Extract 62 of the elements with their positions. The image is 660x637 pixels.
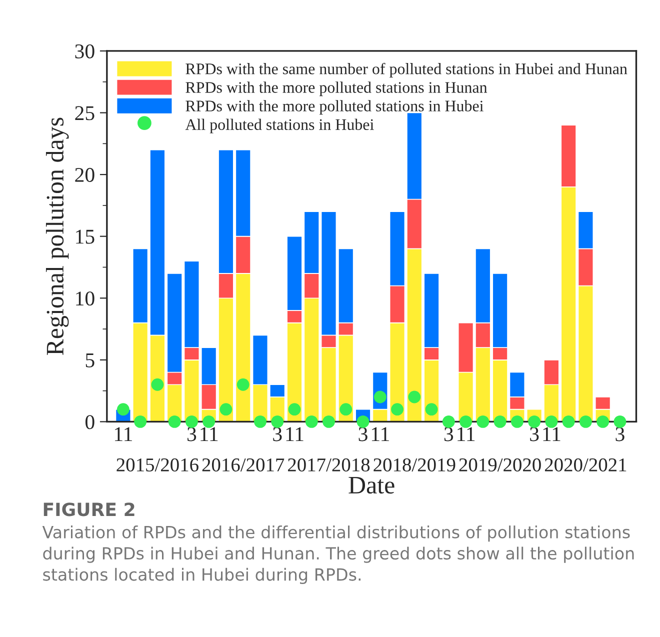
text: 2018/2019: [374, 458, 456, 472]
point: [562, 415, 575, 428]
x-tick-label: 3: [616, 427, 624, 442]
y-tick-label: 25: [75, 106, 94, 120]
point: [545, 415, 558, 428]
point: [151, 378, 164, 391]
point: [220, 403, 232, 416]
point: [510, 415, 524, 428]
x-tick-label: 11: [543, 427, 560, 442]
x-tick-label: 3: [530, 427, 539, 442]
point: [579, 415, 592, 428]
point: [408, 390, 421, 404]
point: [271, 415, 284, 428]
x-tick-label: 11: [372, 427, 389, 442]
point: [614, 415, 626, 428]
x-tick-label: 11: [200, 427, 218, 442]
x-tick-label: 3: [358, 427, 368, 442]
x-tick-label: 11: [458, 427, 475, 442]
x-tick-label: 3: [188, 427, 196, 442]
legend-label: RPDs with the more polluted stations in Hunan: [186, 82, 488, 96]
point: [168, 415, 181, 428]
point: [442, 415, 455, 428]
point: [202, 415, 216, 428]
text: 2016/2017: [202, 458, 284, 472]
text: 2020/2021: [544, 458, 626, 472]
x-tick-label: 3: [444, 427, 454, 442]
text: 2017/2018: [288, 458, 370, 472]
y-axis-title: Regional pollution days: [46, 118, 69, 356]
point: [186, 415, 198, 428]
text: FIGURE 2: [44, 502, 134, 516]
y-tick-label: 30: [75, 44, 94, 58]
point: [494, 415, 506, 428]
point: [116, 403, 130, 416]
point: [596, 415, 610, 428]
x-tick-label: 11: [286, 427, 304, 442]
text: 2019/2020: [459, 458, 541, 472]
point: [460, 415, 472, 428]
point: [322, 415, 335, 428]
point: [356, 415, 370, 428]
point: [391, 403, 404, 416]
legend-label: RPDs with the more polluted stations in Hubei: [186, 100, 484, 115]
y-tick-label: 15: [76, 230, 94, 244]
point: [254, 415, 266, 428]
point: [305, 415, 318, 428]
point: [340, 403, 352, 416]
x-tick-label: 11: [115, 427, 132, 442]
point: [134, 415, 147, 428]
y-tick-label: 5: [86, 353, 94, 368]
y-tick-label: 10: [76, 291, 94, 306]
point: [528, 415, 541, 428]
text: 2015/2016: [116, 458, 198, 472]
y-tick-label: 20: [75, 168, 94, 182]
point: [476, 415, 490, 428]
x-axis-title: Date: [348, 476, 394, 494]
legend-label: All polluted stations in Hubei: [185, 118, 374, 134]
legend-label: RPDs with the same number of polluted stations in Hubei and Hunan: [186, 62, 628, 78]
point: [288, 403, 301, 416]
text: Variation of RPDs and the differential distributions of pollution stations during RPDs in Hubei and Hunan. The greed dots show all the pollution stations located in Hubei during RPDs.: [42, 526, 634, 584]
point: [236, 378, 250, 391]
point: [425, 403, 438, 416]
x-tick-label: 3: [273, 427, 282, 442]
y-tick-label: 0: [85, 415, 94, 430]
